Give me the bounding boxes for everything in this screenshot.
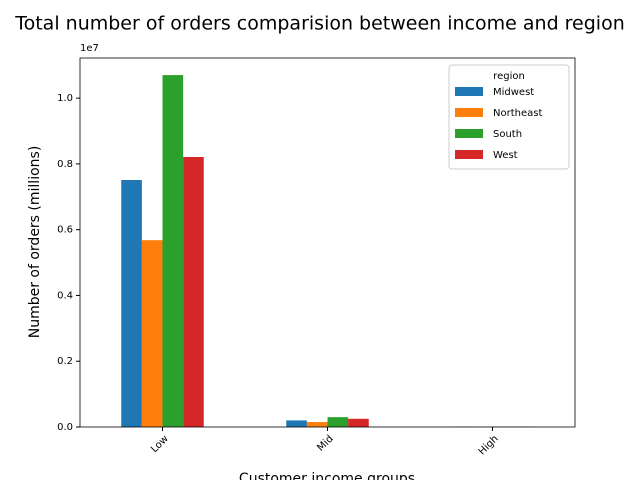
legend-label: Midwest — [493, 87, 534, 98]
chart-title: Total number of orders comparision betwe… — [14, 13, 625, 35]
y-tick-label: 0.6 — [57, 225, 73, 236]
legend-label: South — [493, 129, 522, 140]
y-tick-label: 0.0 — [57, 422, 73, 433]
y-tick-label: 0.2 — [57, 356, 73, 367]
axes-frame — [79, 57, 576, 428]
bar — [162, 75, 184, 428]
x-axis-label: Customer income groups — [239, 471, 415, 480]
bar — [183, 156, 204, 427]
legend-swatch — [455, 87, 483, 96]
y-tick-label: 0.8 — [57, 159, 73, 170]
legend-swatch — [455, 129, 483, 138]
y-axis-label: Number of orders (millions) — [27, 146, 43, 339]
bar — [121, 180, 142, 427]
bar — [286, 420, 307, 427]
bar — [306, 422, 328, 427]
bar — [327, 417, 349, 427]
legend-swatch — [455, 150, 483, 159]
legend-title: region — [493, 71, 525, 82]
legend-label: Northeast — [493, 108, 542, 119]
y-offset-label: 1e7 — [80, 43, 99, 54]
bar — [348, 418, 369, 427]
y-tick-label: 1.0 — [57, 93, 73, 104]
legend-swatch — [455, 108, 483, 117]
y-tick-label: 0.4 — [57, 290, 73, 301]
bar — [141, 240, 163, 427]
legend-label: West — [493, 150, 518, 161]
